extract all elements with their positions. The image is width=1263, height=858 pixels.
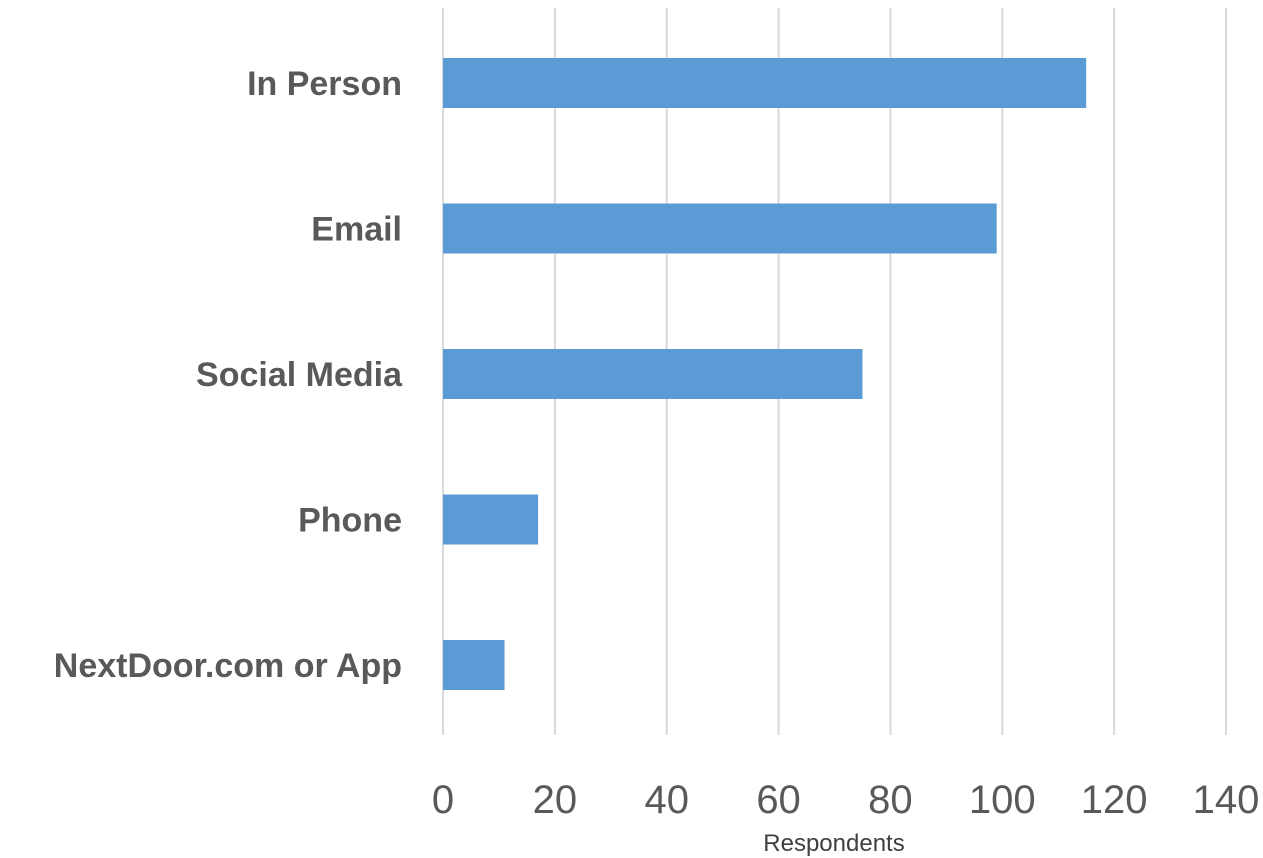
bar: [443, 640, 505, 690]
x-tick-label: 20: [533, 778, 578, 822]
x-tick-label: 120: [1081, 778, 1148, 822]
x-tick-label: 140: [1193, 778, 1260, 822]
category-labels: In Person Email Social Media Phone NextDoor.…: [54, 65, 403, 685]
x-tick-label: 40: [644, 778, 689, 822]
bar: [443, 203, 997, 254]
bar: [443, 58, 1087, 108]
x-tick-labels: 0 20 40 60 80 100 120 140: [432, 778, 1260, 822]
category-label: Phone: [298, 502, 402, 540]
x-tick-label: 100: [969, 778, 1036, 822]
x-axis-title: Respondents: [763, 830, 904, 857]
category-label: Email: [311, 211, 402, 249]
category-label: In Person: [247, 65, 402, 103]
category-label: NextDoor.com or App: [54, 647, 402, 685]
x-tick-label: 0: [432, 778, 454, 822]
bar: [443, 494, 539, 545]
bar: [443, 349, 863, 399]
x-tick-label: 80: [868, 778, 913, 822]
x-tick-label: 60: [756, 778, 801, 822]
category-label: Social Media: [196, 356, 403, 394]
bars: [443, 58, 1087, 690]
